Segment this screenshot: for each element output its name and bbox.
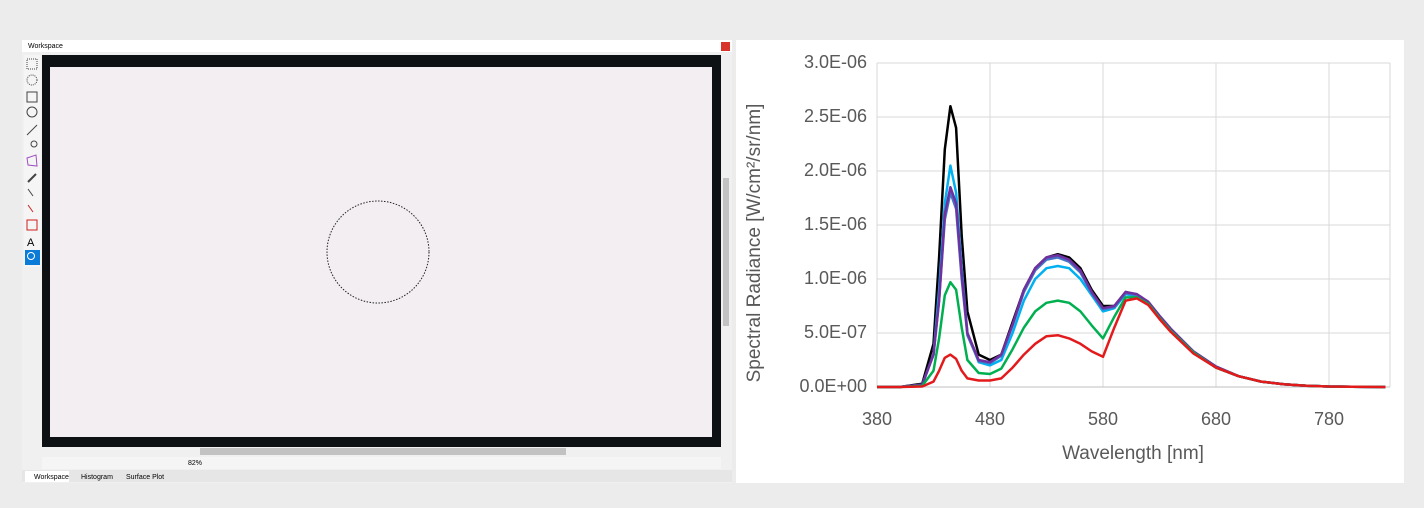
tab-workspace[interactable] xyxy=(25,471,69,482)
tool-box[interactable] xyxy=(26,91,38,103)
x-tick-label: 380 xyxy=(862,409,892,429)
y-axis-title: Spectral Radiance [W/cm²/sr/nm] xyxy=(744,104,765,383)
tool-erase[interactable] xyxy=(26,219,38,231)
y-tick-label: 2.5E-06 xyxy=(804,106,867,126)
y-tick-label: 1.5E-06 xyxy=(804,214,867,234)
window-title: Workspace xyxy=(28,43,63,50)
tool-text[interactable]: A xyxy=(27,237,35,249)
x-tick-label: 480 xyxy=(975,409,1005,429)
tab-label[interactable]: Workspace xyxy=(34,474,69,481)
series-line xyxy=(877,297,1386,389)
zoom-level: 82% xyxy=(188,460,202,467)
tool-line[interactable] xyxy=(26,124,38,136)
y-tick-label: 3.0E-06 xyxy=(804,52,867,72)
tool-wand[interactable] xyxy=(27,173,37,183)
x-tick-label: 680 xyxy=(1201,409,1231,429)
tool-polygon[interactable] xyxy=(26,154,38,167)
tool-circle[interactable] xyxy=(26,106,38,118)
x-tick-label: 780 xyxy=(1314,409,1344,429)
workspace-window: Workspace A 82% Workspace H xyxy=(22,40,732,483)
tool-rect[interactable] xyxy=(26,58,38,70)
tab-label[interactable]: Histogram xyxy=(81,474,113,481)
tool-palette xyxy=(24,55,41,267)
h-thumb[interactable] xyxy=(200,448,566,455)
tool-zoom[interactable] xyxy=(25,250,40,265)
tool-lasso[interactable] xyxy=(30,140,38,148)
tool-ellipse[interactable] xyxy=(26,74,38,86)
y-tick-label: 2.0E-06 xyxy=(804,160,867,180)
x-axis-title: Wavelength [nm] xyxy=(1062,443,1204,464)
y-tick-label: 1.0E-06 xyxy=(804,268,867,288)
status-toolbar xyxy=(42,457,721,469)
tool-pointer-red[interactable] xyxy=(27,204,34,213)
close-button[interactable] xyxy=(721,42,730,51)
v-thumb[interactable] xyxy=(723,178,729,326)
tool-pointer[interactable] xyxy=(27,188,34,197)
roi-circle[interactable] xyxy=(326,200,430,304)
image-content xyxy=(50,67,712,437)
tab-label[interactable]: Surface Plot xyxy=(126,474,164,481)
tab-bar xyxy=(22,470,732,482)
zoom-icon xyxy=(27,252,35,260)
y-tick-label: 5.0E-07 xyxy=(804,322,867,342)
y-tick-label: 0.0E+00 xyxy=(799,376,867,396)
x-tick-label: 580 xyxy=(1088,409,1118,429)
title-bar xyxy=(22,40,732,52)
